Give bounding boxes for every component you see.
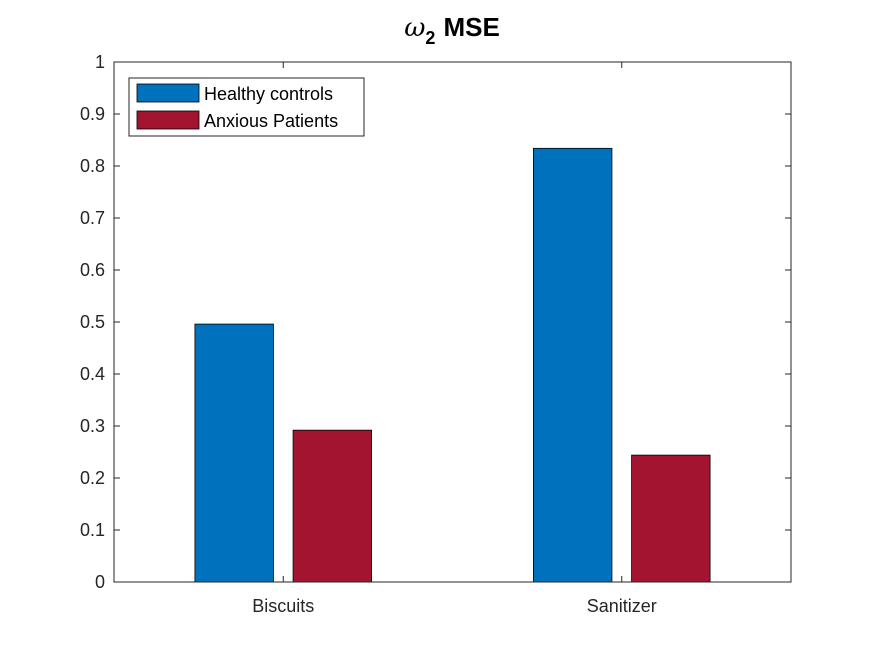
- bar-anxious-patients-biscuits: [292, 429, 372, 583]
- legend-swatch: [136, 83, 200, 103]
- legend: Healthy controls Anxious Patients: [128, 77, 365, 137]
- y-tick-label: 0.3: [80, 416, 105, 436]
- y-tick-label: 0.2: [80, 468, 105, 488]
- y-tick-label: 0.8: [80, 156, 105, 176]
- title-subscript: 2: [425, 28, 435, 48]
- x-tick-label: Sanitizer: [587, 596, 657, 616]
- legend-swatch: [136, 110, 200, 130]
- chart-title: ω2 MSE: [404, 12, 500, 48]
- legend-label: Anxious Patients: [204, 111, 338, 131]
- y-tick-label: 0.6: [80, 260, 105, 280]
- y-tick-label: 0: [95, 572, 105, 592]
- title-symbol: ω: [404, 13, 425, 43]
- x-tick-label: Biscuits: [252, 596, 314, 616]
- y-tick-label: 0.5: [80, 312, 105, 332]
- title-text: MSE: [443, 12, 499, 42]
- y-tick-label: 0.1: [80, 520, 105, 540]
- bar-anxious-patients-sanitizer: [631, 454, 711, 583]
- y-tick-label: 0.7: [80, 208, 105, 228]
- bar-healthy-controls-biscuits: [194, 323, 274, 583]
- y-tick-label: 0.4: [80, 364, 105, 384]
- y-tick-label: 1: [95, 52, 105, 72]
- y-tick-label: 0.9: [80, 104, 105, 124]
- bar-healthy-controls-sanitizer: [533, 147, 613, 583]
- legend-label: Healthy controls: [204, 84, 333, 104]
